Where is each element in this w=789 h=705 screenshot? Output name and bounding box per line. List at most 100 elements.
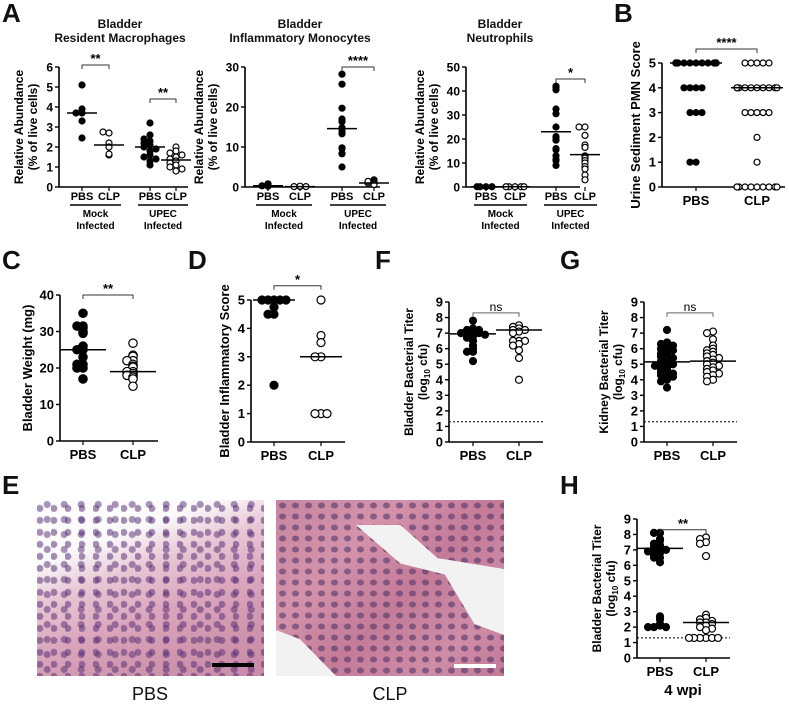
chart-a2: 0 10 20 30 Relative Abundance (% of live cell… xyxy=(192,53,389,232)
data-point xyxy=(661,623,671,632)
y-tick-label: 4 xyxy=(238,321,246,336)
y-tick-label: 5 xyxy=(624,573,631,588)
y-tick-label: 30 xyxy=(447,109,461,123)
y-tick-label: 4 xyxy=(631,372,639,387)
data-point xyxy=(581,131,589,139)
x-tick-label: PBS xyxy=(460,448,487,463)
data-point xyxy=(698,108,706,117)
y-tick-label: 4 xyxy=(624,589,632,604)
y-tick-label: 3 xyxy=(46,121,53,135)
y-axis-label-units: (log10 cfu) xyxy=(416,344,432,400)
panel-label-b: B xyxy=(614,0,633,28)
data-point xyxy=(514,346,524,355)
data-point xyxy=(128,381,138,392)
y-tick-label: 2 xyxy=(238,378,245,393)
data-point xyxy=(140,153,148,161)
data-point xyxy=(146,151,154,159)
data-point xyxy=(146,161,154,169)
data-point xyxy=(733,183,741,191)
y-tick-label: 8 xyxy=(436,310,443,325)
y-axis-label: Bladder Weight (mg) xyxy=(20,305,35,432)
y-tick-label: 6 xyxy=(624,558,631,573)
y-axis-label: Bladder Bacterial Titer xyxy=(590,524,604,652)
y-tick-label: 30 xyxy=(226,61,240,75)
y-axis-label-units: (% of live cells) xyxy=(26,84,40,171)
x-tick-label: PBS xyxy=(70,447,97,462)
data-point xyxy=(686,158,694,166)
group-label: Infected xyxy=(551,221,589,232)
x-tick-label: PBS xyxy=(654,448,681,463)
significance-bracket xyxy=(341,66,375,71)
y-tick-label: 4 xyxy=(649,80,657,95)
group-label: Mock xyxy=(83,209,109,220)
data-point xyxy=(552,86,560,94)
histology-image-clp xyxy=(276,500,504,676)
data-point xyxy=(759,183,767,191)
data-point xyxy=(269,380,279,390)
y-tick-label: 1 xyxy=(436,419,443,434)
data-point xyxy=(552,136,560,144)
data-point xyxy=(692,158,700,166)
data-point xyxy=(146,131,154,139)
data-point xyxy=(468,357,478,366)
y-tick-label: 5 xyxy=(631,357,638,372)
chart-b: 0 1 2 3 4 5 Urine Sediment PMN Score PBS CLP **** xyxy=(628,35,785,209)
y-tick-label: 0 xyxy=(453,181,460,195)
group-label: Infected xyxy=(339,221,377,232)
histology-image-pbs xyxy=(37,500,264,676)
data-point xyxy=(152,155,160,163)
y-tick-label: 0 xyxy=(649,180,656,195)
x-tick-label: PBS xyxy=(331,191,354,203)
data-point xyxy=(649,553,659,562)
group-label: Mock xyxy=(271,209,297,220)
data-point xyxy=(78,308,88,319)
data-point xyxy=(166,163,174,171)
significance-bracket xyxy=(666,312,714,317)
data-point xyxy=(338,163,346,171)
data-point xyxy=(310,409,320,419)
x-axis-label: 4 wpi xyxy=(664,682,702,699)
significance-label: ns xyxy=(684,300,697,314)
y-tick-label: 20 xyxy=(447,133,461,147)
data-point xyxy=(468,316,478,325)
significance-label: * xyxy=(568,65,574,80)
data-point xyxy=(759,108,767,117)
y-tick-label: 2 xyxy=(436,403,443,418)
y-tick-label: 2 xyxy=(624,620,631,635)
y-tick-label: 5 xyxy=(649,56,656,71)
y-tick-label: 3 xyxy=(238,349,245,364)
data-point xyxy=(480,330,490,339)
x-tick-label: PBS xyxy=(257,191,280,203)
data-point xyxy=(99,128,107,136)
group-label: UPEC xyxy=(344,209,372,220)
data-point xyxy=(649,528,659,538)
y-tick-label: 6 xyxy=(631,341,638,356)
data-point xyxy=(773,183,781,191)
scale-bar xyxy=(212,663,254,667)
y-axis-label-units: (log10 cfu) xyxy=(604,560,620,616)
x-tick-label: PBS xyxy=(261,448,288,463)
significance-label: ** xyxy=(103,281,114,296)
y-tick-label: 10 xyxy=(447,157,461,171)
y-axis-label: Kidney Bacterial Titer xyxy=(597,310,611,433)
y-tick-label: 3 xyxy=(436,388,443,403)
data-point xyxy=(105,150,113,158)
y-tick-label: 3 xyxy=(624,604,631,619)
y-tick-label: 20 xyxy=(226,101,240,115)
y-tick-label: 0 xyxy=(238,435,245,450)
x-tick-label: CLP xyxy=(504,191,526,203)
y-tick-label: 2 xyxy=(649,130,656,145)
data-point xyxy=(655,558,665,567)
y-tick-label: 5 xyxy=(238,293,245,308)
y-tick-label: 0 xyxy=(232,181,239,195)
group-label: Infected xyxy=(76,221,114,232)
data-point xyxy=(753,158,761,166)
histology-caption-clp: CLP xyxy=(372,684,408,704)
chart-d: 0 1 2 3 4 5 Bladder Inflammatory Score PBS CLP * xyxy=(217,272,345,463)
x-tick-label: CLP xyxy=(98,191,120,203)
x-tick-label: CLP xyxy=(744,193,770,208)
data-point xyxy=(78,117,86,125)
y-tick-label: 1 xyxy=(46,161,53,175)
data-point xyxy=(581,176,589,184)
